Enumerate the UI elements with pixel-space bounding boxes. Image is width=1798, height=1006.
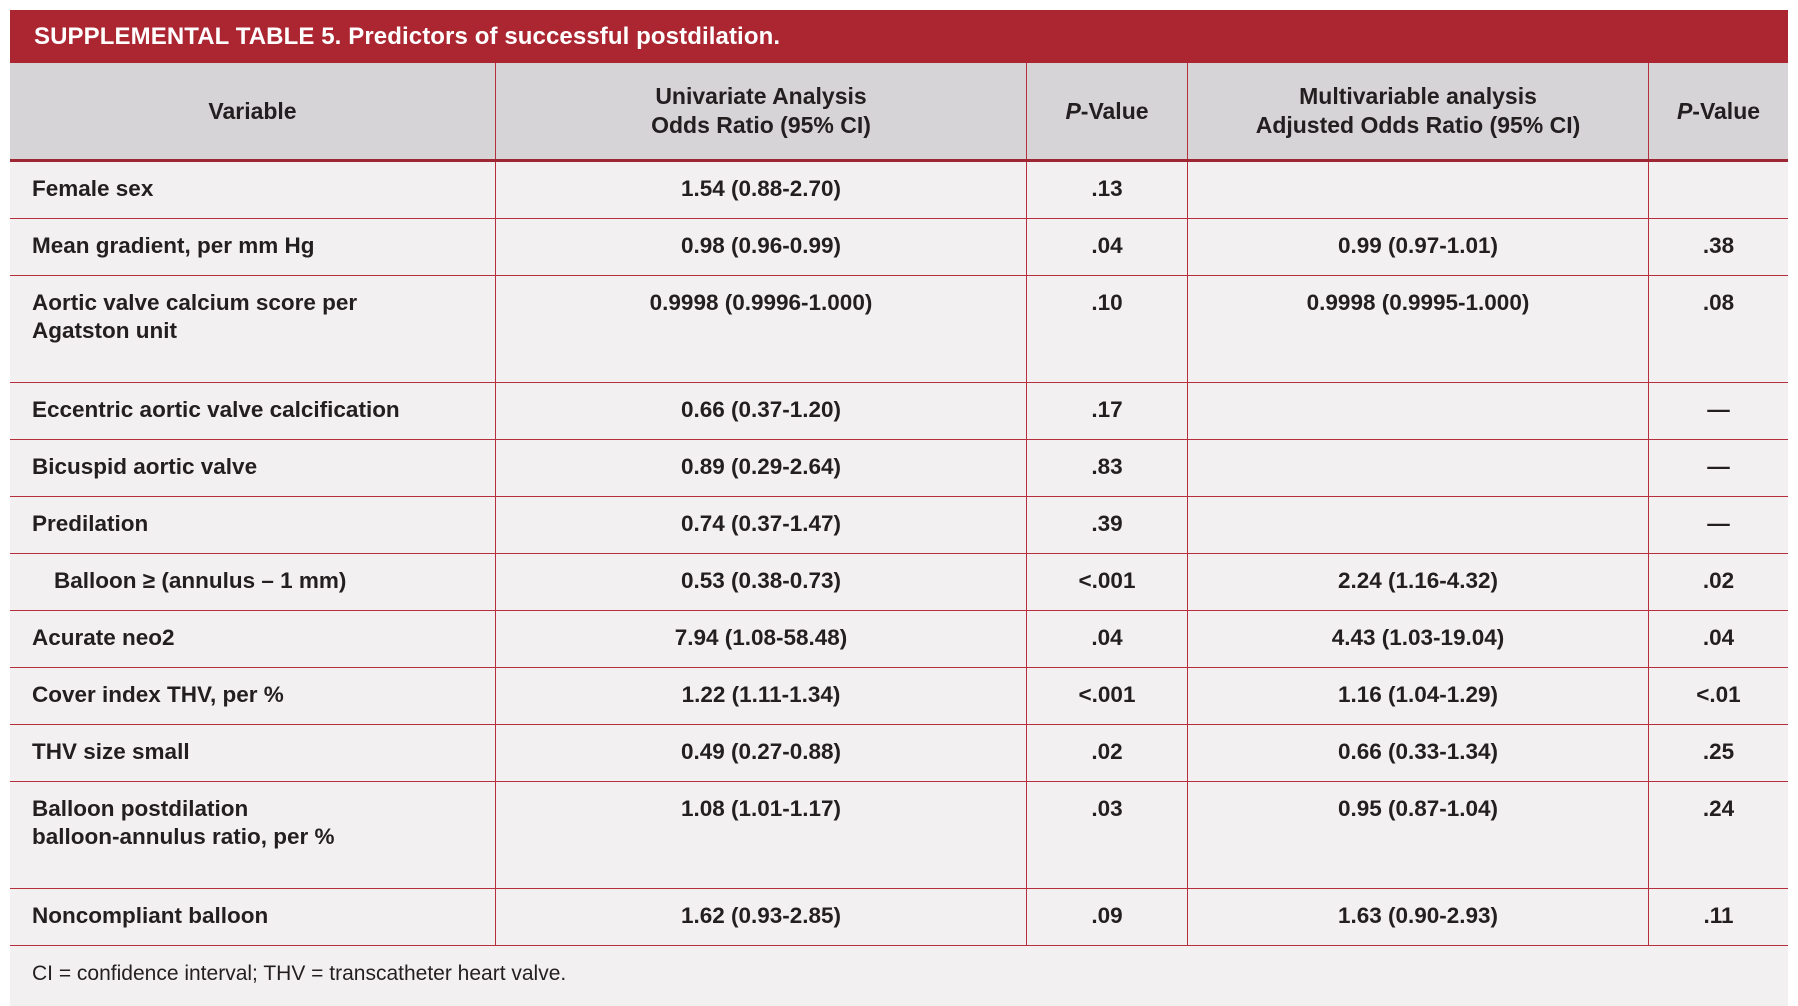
p-value-2-cell: .08 bbox=[1702, 290, 1735, 315]
table-body: Female sex 1.54 (0.88-2.70) .13 Mean gradie… bbox=[10, 162, 1788, 946]
header-multivariable-analysis: Multivariable analysis Adjusted Odds Rat… bbox=[1188, 63, 1649, 159]
variable-cell: Bicuspid aortic valve bbox=[10, 440, 496, 496]
p-value-2-cell: — bbox=[1707, 397, 1730, 422]
table-row: Aortic valve calcium score per Agatston … bbox=[10, 276, 1788, 383]
variable-cell: Mean gradient, per mm Hg bbox=[10, 219, 496, 275]
univariate-or-cell: 0.74 (0.37-1.47) bbox=[496, 497, 1027, 553]
variable-cell: Predilation bbox=[10, 497, 496, 553]
p-value-2-cell: .11 bbox=[1703, 903, 1734, 928]
page: SUPPLEMENTAL TABLE 5. Predictors of succ… bbox=[10, 10, 1788, 1006]
p-value-2-cell: <.01 bbox=[1696, 682, 1741, 707]
multivariable-or-cell bbox=[1188, 383, 1649, 439]
p-value-1-cell: .04 bbox=[1027, 611, 1188, 667]
univariate-or-cell: 0.89 (0.29-2.64) bbox=[496, 440, 1027, 496]
univariate-or-cell: 1.08 (1.01-1.17) bbox=[496, 782, 1027, 888]
univariate-or-cell: 1.22 (1.11-1.34) bbox=[496, 668, 1027, 724]
p-value-2-cell: .04 bbox=[1702, 625, 1735, 650]
table-row: Female sex 1.54 (0.88-2.70) .13 bbox=[10, 162, 1788, 219]
multivariable-or-cell bbox=[1188, 440, 1649, 496]
univariate-or-cell: 0.66 (0.37-1.20) bbox=[496, 383, 1027, 439]
supplemental-table-5: SUPPLEMENTAL TABLE 5. Predictors of succ… bbox=[10, 10, 1788, 1006]
p-value-1-cell: .83 bbox=[1027, 440, 1188, 496]
univariate-or-cell: 1.62 (0.93-2.85) bbox=[496, 889, 1027, 945]
univariate-or-cell: 0.98 (0.96-0.99) bbox=[496, 219, 1027, 275]
table-row: Noncompliant balloon 1.62 (0.93-2.85) .09 1… bbox=[10, 889, 1788, 946]
header-univariate-analysis: Univariate Analysis Odds Ratio (95% CI) bbox=[496, 63, 1027, 159]
header-p-value-multivariable: P-Value bbox=[1676, 97, 1761, 124]
variable-cell: Acurate neo2 bbox=[10, 611, 496, 667]
multivariable-or-cell: 0.66 (0.33-1.34) bbox=[1188, 725, 1649, 781]
table-row: Balloon postdilation balloon-annulus rat… bbox=[10, 782, 1788, 889]
variable-cell: THV size small bbox=[10, 725, 496, 781]
p-value-2-cell: — bbox=[1707, 454, 1730, 479]
multivariable-or-cell: 4.43 (1.03-19.04) bbox=[1188, 611, 1649, 667]
table-row: Predilation 0.74 (0.37-1.47) .39 — bbox=[10, 497, 1788, 554]
table-row: Eccentric aortic valve calcification 0.66… bbox=[10, 383, 1788, 440]
variable-cell: Balloon postdilation balloon-annulus rat… bbox=[10, 782, 496, 888]
multivariable-or-cell: 0.95 (0.87-1.04) bbox=[1188, 782, 1649, 888]
univariate-or-cell: 0.53 (0.38-0.73) bbox=[496, 554, 1027, 610]
variable-cell: Aortic valve calcium score per Agatston … bbox=[10, 276, 496, 382]
multivariable-or-cell: 0.9998 (0.9995-1.000) bbox=[1188, 276, 1649, 382]
variable-cell: Balloon ≥ (annulus – 1 mm) bbox=[10, 554, 496, 610]
multivariable-or-cell: 1.16 (1.04-1.29) bbox=[1188, 668, 1649, 724]
table-title-bar: SUPPLEMENTAL TABLE 5. Predictors of succ… bbox=[10, 10, 1788, 63]
univariate-or-cell: 1.54 (0.88-2.70) bbox=[496, 162, 1027, 218]
p-value-2-cell: — bbox=[1707, 511, 1730, 536]
multivariable-or-cell bbox=[1188, 162, 1649, 218]
header-variable: Variable bbox=[10, 63, 496, 159]
table-row: Cover index THV, per % 1.22 (1.11-1.34) <.… bbox=[10, 668, 1788, 725]
variable-cell: Eccentric aortic valve calcification bbox=[10, 383, 496, 439]
table-row: Acurate neo2 7.94 (1.08-58.48) .04 4.43 (1.… bbox=[10, 611, 1788, 668]
p-value-1-cell: .09 bbox=[1027, 889, 1188, 945]
p-value-1-cell: .04 bbox=[1027, 219, 1188, 275]
multivariable-or-cell: 1.63 (0.90-2.93) bbox=[1188, 889, 1649, 945]
p-value-2-cell: .24 bbox=[1702, 796, 1735, 821]
p-value-1-cell: .03 bbox=[1027, 782, 1188, 888]
univariate-or-cell: 0.49 (0.27-0.88) bbox=[496, 725, 1027, 781]
header-p-value-univariate: P-Value bbox=[1027, 63, 1188, 159]
multivariable-or-cell: 2.24 (1.16-4.32) bbox=[1188, 554, 1649, 610]
p-value-2-cell bbox=[1649, 162, 1788, 218]
multivariable-or-cell bbox=[1188, 497, 1649, 553]
table-row: THV size small 0.49 (0.27-0.88) .02 0.66 (0… bbox=[10, 725, 1788, 782]
table-row: Balloon ≥ (annulus – 1 mm) 0.53 (0.38-0.7… bbox=[10, 554, 1788, 611]
univariate-or-cell: 0.9998 (0.9996-1.000) bbox=[496, 276, 1027, 382]
p-value-1-cell: <.001 bbox=[1027, 554, 1188, 610]
univariate-or-cell: 7.94 (1.08-58.48) bbox=[496, 611, 1027, 667]
p-value-1-cell: .39 bbox=[1027, 497, 1188, 553]
variable-cell: Cover index THV, per % bbox=[10, 668, 496, 724]
table-row: Bicuspid aortic valve 0.89 (0.29-2.64) .83… bbox=[10, 440, 1788, 497]
multivariable-or-cell: 0.99 (0.97-1.01) bbox=[1188, 219, 1649, 275]
variable-cell: Female sex bbox=[10, 162, 496, 218]
p-value-2-cell: .25 bbox=[1702, 739, 1735, 764]
p-value-1-cell: .02 bbox=[1027, 725, 1188, 781]
p-value-1-cell: .10 bbox=[1027, 276, 1188, 382]
table-title: SUPPLEMENTAL TABLE 5. Predictors of succ… bbox=[34, 22, 781, 50]
table-footnote: CI = confidence interval; THV = transcat… bbox=[32, 962, 567, 985]
p-value-2-cell: .02 bbox=[1702, 568, 1735, 593]
table-header-row: Variable Univariate Analysis Odds Ratio … bbox=[10, 63, 1788, 162]
p-value-1-cell: .17 bbox=[1027, 383, 1188, 439]
p-value-2-cell: .38 bbox=[1702, 233, 1735, 258]
p-value-1-cell: <.001 bbox=[1027, 668, 1188, 724]
variable-cell: Noncompliant balloon bbox=[10, 889, 496, 945]
table-row: Mean gradient, per mm Hg 0.98 (0.96-0.99)… bbox=[10, 219, 1788, 276]
p-value-1-cell: .13 bbox=[1027, 162, 1188, 218]
table-footnote-row: CI = confidence interval; THV = transcat… bbox=[10, 946, 1788, 1006]
